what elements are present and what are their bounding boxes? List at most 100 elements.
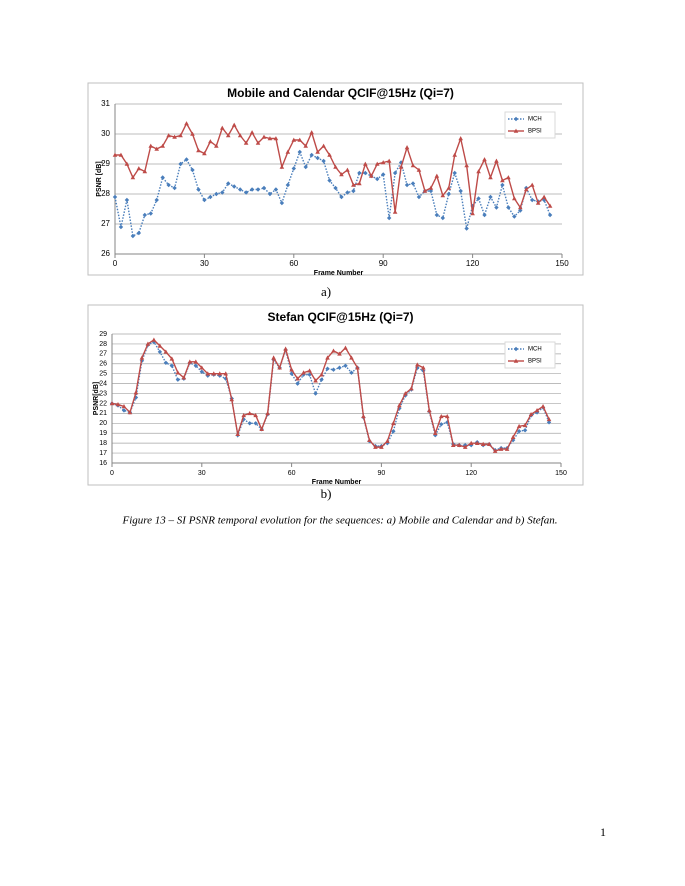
data-marker <box>265 410 270 416</box>
data-marker <box>202 197 207 203</box>
data-marker <box>157 349 163 355</box>
data-marker <box>118 224 124 230</box>
legend-box <box>504 341 556 369</box>
x-tick-label: 30 <box>200 259 209 268</box>
y-tick-label: 30 <box>101 129 110 138</box>
data-marker <box>291 166 296 171</box>
data-marker <box>154 197 159 203</box>
chart-title: Stefan QCIF@15Hz (Qi=7) <box>267 310 413 324</box>
data-marker <box>283 346 288 351</box>
data-marker <box>337 365 342 370</box>
data-marker <box>452 170 457 176</box>
data-marker <box>243 140 249 145</box>
y-tick-label: 16 <box>99 460 107 467</box>
data-marker <box>470 211 475 216</box>
data-marker <box>426 408 432 413</box>
data-marker <box>534 408 540 413</box>
data-marker <box>175 377 181 382</box>
data-marker <box>357 181 362 186</box>
data-marker <box>247 421 252 426</box>
y-tick-label: 23 <box>99 390 107 397</box>
y-tick-label: 27 <box>99 351 107 358</box>
data-marker <box>349 370 354 375</box>
data-marker <box>166 182 171 188</box>
data-marker <box>458 188 463 194</box>
data-marker <box>367 437 372 442</box>
data-marker <box>391 420 396 426</box>
data-marker <box>208 194 213 200</box>
data-marker <box>193 363 199 368</box>
y-tick-label: 25 <box>99 371 107 378</box>
data-marker <box>391 429 396 434</box>
data-marker <box>450 442 456 447</box>
data-marker <box>343 345 348 350</box>
data-marker <box>444 413 450 419</box>
data-marker <box>522 428 528 433</box>
data-marker <box>321 143 326 148</box>
data-marker <box>456 442 462 447</box>
data-marker <box>241 412 247 418</box>
data-marker <box>309 130 314 135</box>
data-marker <box>124 161 130 166</box>
figure-label: a) <box>321 284 331 299</box>
data-marker <box>295 381 300 386</box>
data-marker <box>193 359 199 364</box>
data-marker <box>513 346 519 352</box>
data-line <box>114 150 551 238</box>
data-marker <box>440 215 445 221</box>
legend-label: MCH <box>528 347 542 353</box>
data-marker <box>225 133 231 138</box>
data-marker <box>397 403 402 408</box>
data-marker <box>226 181 231 186</box>
data-marker <box>403 391 408 396</box>
data-marker <box>297 149 302 155</box>
data-marker <box>530 197 535 203</box>
data-marker <box>154 146 160 151</box>
data-marker <box>512 214 517 219</box>
data-marker <box>513 128 519 133</box>
data-marker <box>398 160 404 165</box>
x-tick-label: 150 <box>555 470 567 477</box>
data-marker <box>184 121 189 126</box>
data-marker <box>145 341 151 346</box>
data-marker <box>196 187 201 192</box>
data-marker <box>160 175 165 180</box>
data-marker <box>261 134 267 139</box>
data-marker <box>486 441 492 446</box>
data-marker <box>398 164 404 169</box>
data-marker <box>462 444 468 449</box>
data-marker <box>121 404 127 409</box>
data-marker <box>404 145 410 150</box>
data-marker <box>279 200 285 206</box>
data-marker <box>516 429 522 434</box>
data-marker <box>291 137 297 142</box>
y-tick-label: 24 <box>99 380 107 387</box>
y-tick-label: 28 <box>101 189 110 198</box>
data-marker <box>325 355 330 360</box>
data-marker <box>301 370 306 375</box>
y-tick-label: 20 <box>99 420 107 427</box>
data-marker <box>386 215 392 221</box>
chart-title: Mobile and Calendar QCIF@15Hz (Qi=7) <box>227 86 454 100</box>
data-marker <box>321 158 326 164</box>
data-marker <box>357 170 362 176</box>
data-marker <box>410 181 416 186</box>
data-marker <box>315 149 320 154</box>
legend-label: BPSI <box>528 359 542 365</box>
y-tick-label: 29 <box>99 331 107 338</box>
data-marker <box>124 197 130 203</box>
data-marker <box>518 208 523 213</box>
data-marker <box>379 444 384 449</box>
data-marker <box>157 343 163 348</box>
data-marker <box>446 191 451 197</box>
data-marker <box>345 167 350 172</box>
data-marker <box>363 170 368 176</box>
legend-label: BPSI <box>528 129 542 135</box>
data-marker <box>349 355 354 360</box>
data-marker <box>351 182 356 187</box>
data-marker <box>410 163 416 168</box>
chart-frame <box>87 82 584 276</box>
data-marker <box>416 167 422 172</box>
data-marker <box>363 161 368 166</box>
data-marker <box>380 160 386 165</box>
